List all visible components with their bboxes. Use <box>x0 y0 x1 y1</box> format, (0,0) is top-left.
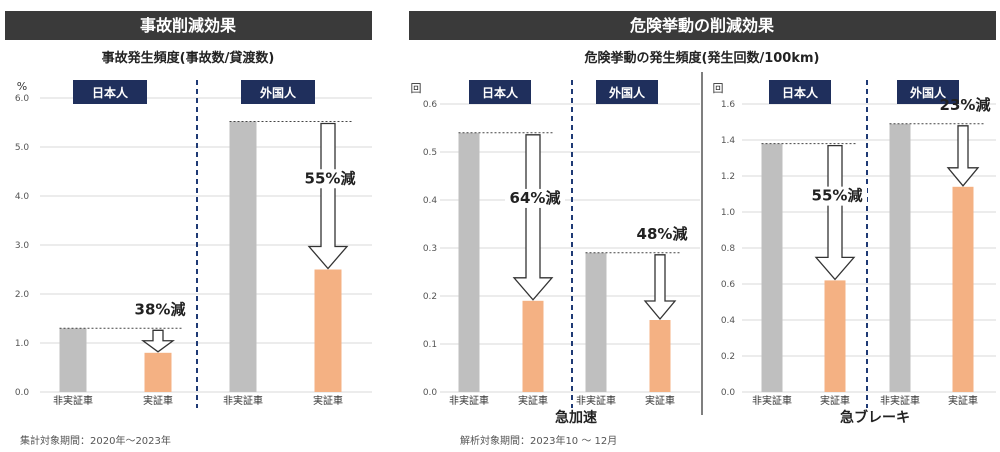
reduction-label: 64%減 <box>510 189 561 207</box>
left-header-title: 事故削減効果 <box>140 16 236 35</box>
reduction-label: 48%減 <box>637 225 688 243</box>
reduction-arrow <box>512 134 554 301</box>
y-tick-label: 0.4 <box>423 196 438 206</box>
y-tick-label: 1.0 <box>721 208 736 218</box>
group-label-box <box>769 80 831 104</box>
reduction-arrow <box>643 254 677 321</box>
x-category-label: 非実証車 <box>880 394 920 407</box>
reduction-label: 38%減 <box>135 300 186 318</box>
x-category-label: 実証車 <box>645 394 675 407</box>
y-tick-label: 1.2 <box>721 172 735 182</box>
bar-demo <box>522 300 544 392</box>
reduction-label-bg <box>807 186 867 206</box>
left-subtitle: 事故発生頻度(事故数/貸渡数) <box>102 50 275 66</box>
bar-non-demo <box>585 252 607 392</box>
y-tick-label: 0.8 <box>721 244 736 254</box>
y-tick-label: 0.4 <box>721 316 736 326</box>
bar-non-demo <box>229 121 257 393</box>
group-label-box <box>596 80 658 104</box>
group-label-box <box>469 80 531 104</box>
y-tick-label: 0.1 <box>423 340 437 350</box>
y-tick-label: 1.4 <box>721 136 736 146</box>
y-tick-label: 1.0 <box>15 339 30 349</box>
bar-demo <box>952 186 974 392</box>
right-note: 解析対象期間：2023年10 〜 12月 <box>460 434 617 447</box>
y-tick-label: 1.6 <box>721 100 736 110</box>
y-tick-label: 0.6 <box>423 100 438 110</box>
reduction-label-bg <box>300 169 360 189</box>
group-label: 日本人 <box>92 85 129 100</box>
right-header-title: 危険挙動の削減効果 <box>630 16 774 35</box>
y-tick-label: 3.0 <box>15 241 30 251</box>
reduction-arrow <box>814 144 856 281</box>
y-unit-label: % <box>17 80 27 93</box>
bar-non-demo <box>458 132 480 393</box>
x-category-label: 実証車 <box>518 394 548 407</box>
y-tick-label: 0.0 <box>423 388 438 398</box>
bar-demo <box>144 352 172 392</box>
bar-non-demo <box>889 123 911 393</box>
group-label: 外国人 <box>910 85 947 100</box>
y-tick-label: 0.5 <box>423 148 437 158</box>
y-tick-label: 4.0 <box>15 192 30 202</box>
reduction-label: 55%減 <box>305 169 356 187</box>
x-category-label: 実証車 <box>143 394 173 407</box>
group-label: 外国人 <box>609 85 646 100</box>
group-label: 日本人 <box>482 85 519 100</box>
bar-non-demo <box>761 143 783 392</box>
reduction-label: 55%減 <box>812 187 863 205</box>
left-note: 集計対象期間：2020年〜2023年 <box>20 434 171 447</box>
right-header-bar <box>409 11 996 40</box>
reduction-arrow <box>141 329 175 353</box>
x-category-label: 実証車 <box>313 394 343 407</box>
group-label-box <box>241 80 315 104</box>
group-label: 日本人 <box>782 85 819 100</box>
x-category-label: 実証車 <box>820 394 850 407</box>
y-tick-label: 0.2 <box>721 352 735 362</box>
right-subtitle: 危険挙動の発生頻度(発生回数/100km) <box>585 50 820 66</box>
y-tick-label: 0.0 <box>15 388 30 398</box>
reduction-label-bg <box>505 188 565 208</box>
reduction-arrow <box>307 122 349 270</box>
reduction-arrow <box>946 125 980 187</box>
reduction-label: 23%減 <box>940 96 991 114</box>
group-label: 外国人 <box>260 85 297 100</box>
y-tick-label: 0.2 <box>423 292 437 302</box>
y-tick-label: 6.0 <box>15 94 30 104</box>
left-header-bar <box>5 11 372 40</box>
x-category-label: 非実証車 <box>449 394 489 407</box>
y-tick-label: 0.0 <box>721 388 736 398</box>
x-category-label: 非実証車 <box>576 394 616 407</box>
y-unit-label: 回 <box>411 82 422 95</box>
bar-demo <box>314 269 342 392</box>
group-label-box <box>73 80 147 104</box>
x-category-label: 非実証車 <box>752 394 792 407</box>
group-label-box <box>897 80 959 104</box>
x-category-label: 実証車 <box>948 394 978 407</box>
x-category-label: 非実証車 <box>53 394 93 407</box>
y-tick-label: 0.6 <box>721 280 736 290</box>
y-tick-label: 0.3 <box>423 244 437 254</box>
x-category-label: 非実証車 <box>223 394 263 407</box>
y-tick-label: 2.0 <box>15 290 30 300</box>
chart-title: 急加速 <box>555 409 597 426</box>
y-unit-label: 回 <box>713 82 724 95</box>
bar-non-demo <box>59 328 87 392</box>
bar-demo <box>649 320 671 392</box>
bar-demo <box>824 280 846 392</box>
y-tick-label: 5.0 <box>15 143 30 153</box>
chart-title: 急ブレーキ <box>840 409 910 426</box>
